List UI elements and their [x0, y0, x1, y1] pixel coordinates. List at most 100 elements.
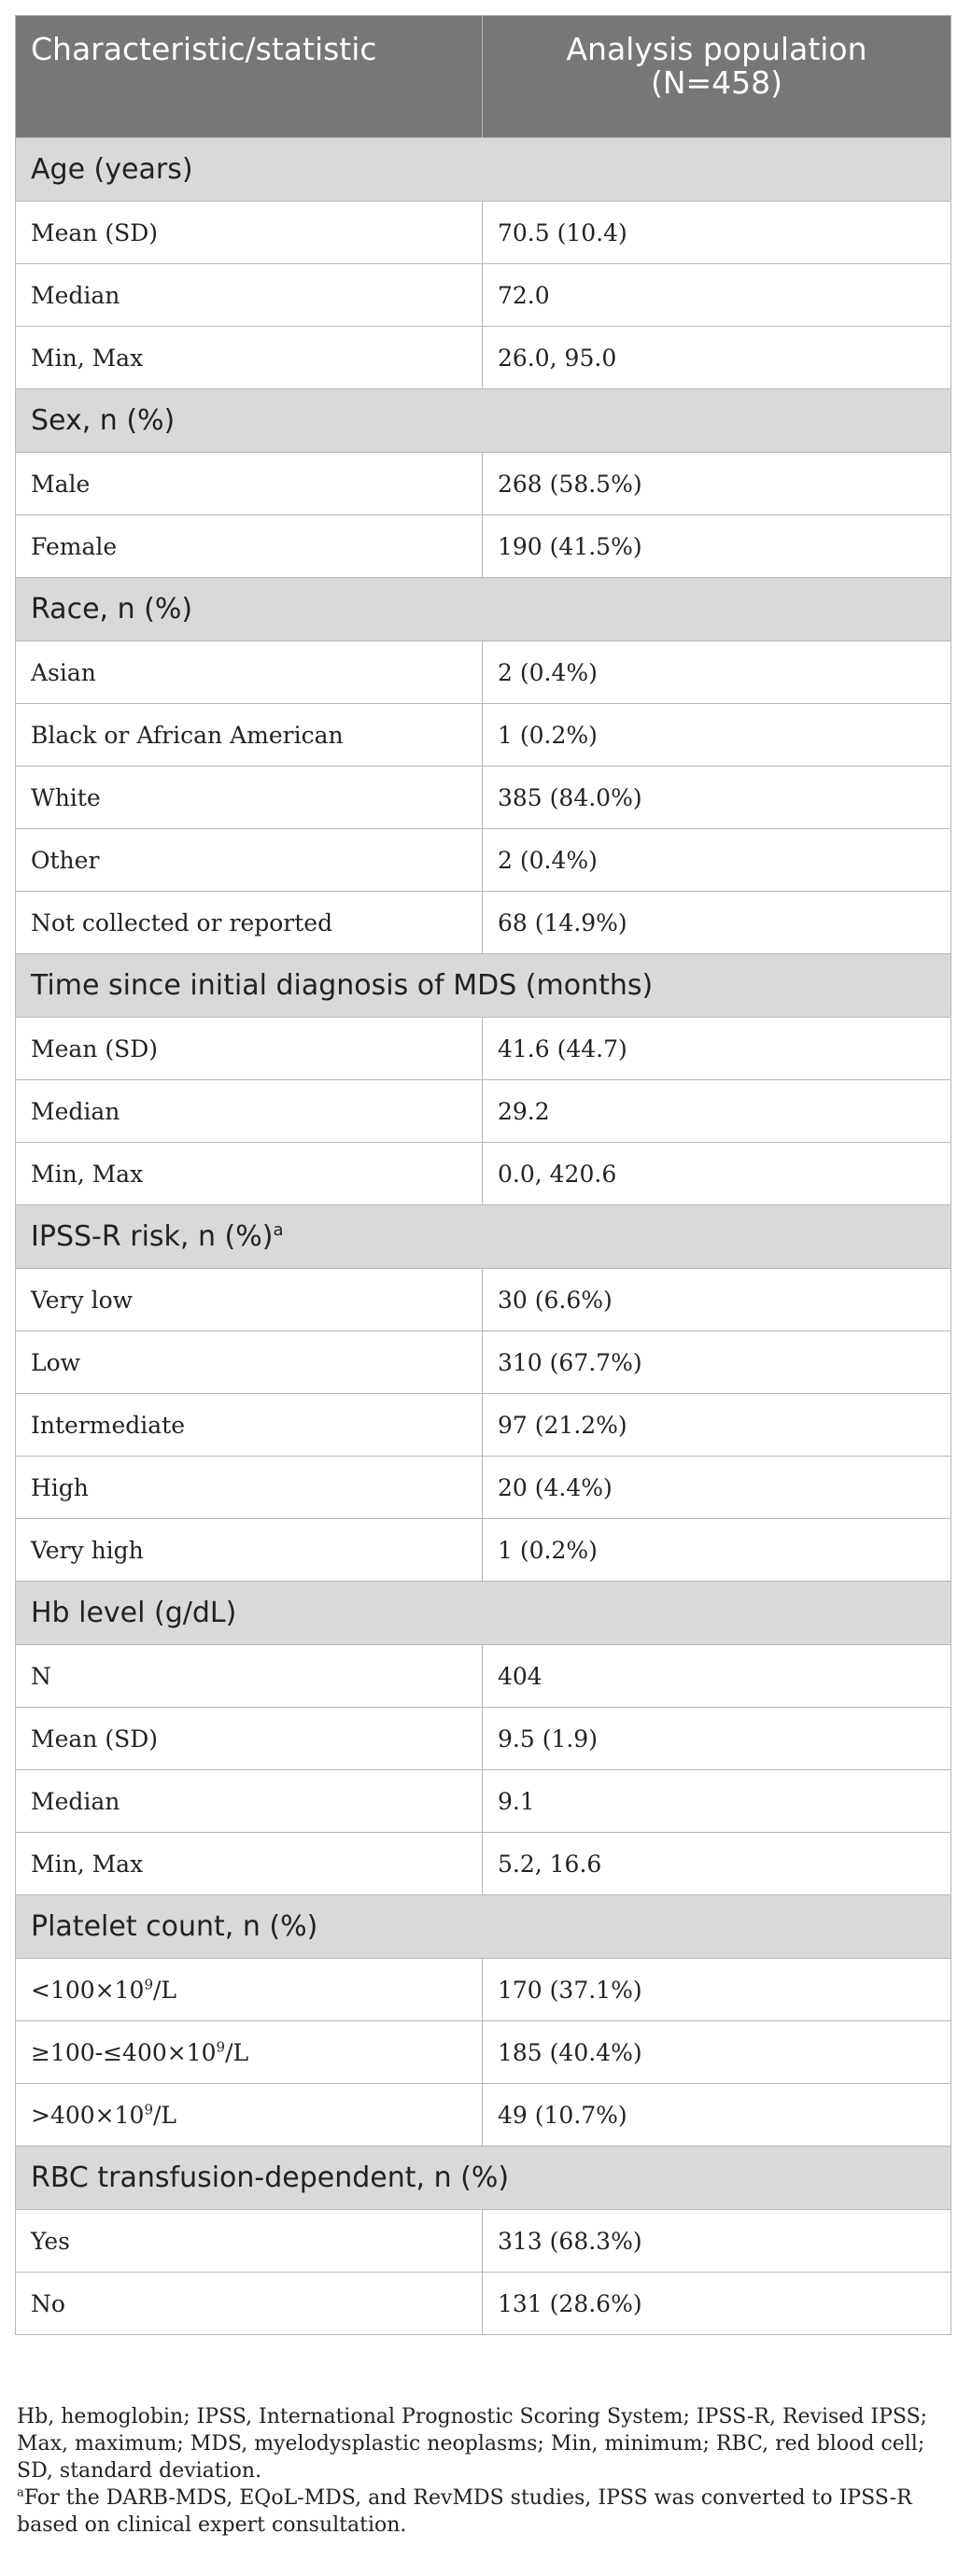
- section-title-footnote-marker: a: [273, 1220, 284, 1240]
- row-label-text: N: [31, 1662, 51, 1690]
- row-label-text: White: [31, 783, 101, 811]
- row-value: 404: [482, 1644, 951, 1708]
- row-value: 170 (37.1%): [482, 1958, 951, 2021]
- row-value: 385 (84.0%): [482, 766, 951, 829]
- row-value: 49 (10.7%): [482, 2083, 951, 2147]
- section-title: Sex, n (%): [15, 388, 951, 453]
- row-label-text: High: [31, 1473, 89, 1501]
- row-value: 70.5 (10.4): [482, 201, 951, 264]
- row-label: Min, Max: [15, 326, 483, 389]
- row-value: 68 (14.9%): [482, 891, 951, 954]
- table-row: Very low 30 (6.6%): [15, 1268, 951, 1331]
- section-header-row: Race, n (%): [15, 577, 951, 641]
- row-label: Other: [15, 828, 483, 892]
- row-label-text: Female: [31, 532, 118, 560]
- row-value: 313 (68.3%): [482, 2209, 951, 2273]
- row-label-text: Not collected or reported: [31, 908, 333, 936]
- row-label: <100×109/L: [15, 1958, 483, 2021]
- row-label-text: No: [31, 2289, 65, 2317]
- header-analysis-population: Analysis population (N=458): [482, 15, 951, 138]
- table-row: >400×109/L 49 (10.7%): [15, 2083, 951, 2147]
- row-value: 29.2: [482, 1079, 951, 1143]
- row-label-text: Male: [31, 470, 91, 498]
- row-label: Very high: [15, 1518, 483, 1582]
- row-label: Mean (SD): [15, 201, 483, 264]
- table-row: Mean (SD) 41.6 (44.7): [15, 1017, 951, 1080]
- table-row: Min, Max 5.2, 16.6: [15, 1832, 951, 1895]
- table-row: Intermediate 97 (21.2%): [15, 1393, 951, 1457]
- section-title: Race, n (%): [15, 577, 951, 641]
- section-title: Time since initial diagnosis of MDS (mon…: [15, 953, 951, 1018]
- section-header-row: Age (years): [15, 137, 951, 202]
- row-label-text: Intermediate: [31, 1411, 186, 1439]
- section-header-row: Sex, n (%): [15, 388, 951, 453]
- row-label-text: Very low: [31, 1286, 134, 1314]
- section-title-text: Sex, n (%): [31, 404, 176, 437]
- row-value: 310 (67.7%): [482, 1330, 951, 1394]
- row-value: 97 (21.2%): [482, 1393, 951, 1457]
- row-value: 131 (28.6%): [482, 2272, 951, 2335]
- row-label: Female: [15, 514, 483, 578]
- row-value: 1 (0.2%): [482, 1518, 951, 1582]
- table-footnotes: Hb, hemoglobin; IPSS, International Prog…: [17, 2403, 941, 2539]
- table-row: White 385 (84.0%): [15, 766, 951, 829]
- table-row: No 131 (28.6%): [15, 2272, 951, 2335]
- section-title-text: Platelet count, n (%): [31, 1910, 318, 1943]
- row-label-text: Yes: [31, 2227, 70, 2255]
- row-label-unit: /L: [225, 2038, 249, 2066]
- table-row: Asian 2 (0.4%): [15, 640, 951, 704]
- row-label: Min, Max: [15, 1832, 483, 1895]
- table-row: High 20 (4.4%): [15, 1456, 951, 1519]
- table-row: Median 29.2: [15, 1079, 951, 1143]
- header-analysis-population-n: (N=458): [650, 64, 783, 101]
- row-label-superscript: 9: [144, 1976, 153, 1993]
- row-label: Median: [15, 263, 483, 327]
- table-row: Male 268 (58.5%): [15, 452, 951, 515]
- row-label: Yes: [15, 2209, 483, 2273]
- section-title: IPSS-R risk, n (%)a: [15, 1204, 951, 1269]
- row-label: Black or African American: [15, 703, 483, 767]
- row-value: 2 (0.4%): [482, 828, 951, 892]
- row-value: 9.5 (1.9): [482, 1707, 951, 1770]
- section-header-row: Time since initial diagnosis of MDS (mon…: [15, 953, 951, 1018]
- table-row: Very high 1 (0.2%): [15, 1518, 951, 1582]
- row-label-text: Median: [31, 1097, 120, 1125]
- row-label-text: Low: [31, 1348, 81, 1376]
- row-label: Male: [15, 452, 483, 515]
- row-value: 185 (40.4%): [482, 2020, 951, 2084]
- table-row: <100×109/L 170 (37.1%): [15, 1958, 951, 2021]
- row-label: Median: [15, 1079, 483, 1143]
- section-title-text: Age (years): [31, 153, 193, 186]
- section-title-text: Time since initial diagnosis of MDS (mon…: [31, 969, 654, 1002]
- row-label: Intermediate: [15, 1393, 483, 1457]
- row-label-text: Min, Max: [31, 1160, 144, 1188]
- footnote-a-marker: a: [17, 2485, 24, 2500]
- row-label: Low: [15, 1330, 483, 1394]
- table-row: Yes 313 (68.3%): [15, 2209, 951, 2273]
- section-title: RBC transfusion-dependent, n (%): [15, 2146, 951, 2210]
- row-label-text: Mean (SD): [31, 1724, 159, 1753]
- row-label: Mean (SD): [15, 1707, 483, 1770]
- row-label: White: [15, 766, 483, 829]
- row-value: 190 (41.5%): [482, 514, 951, 578]
- row-value: 2 (0.4%): [482, 640, 951, 704]
- row-label: High: [15, 1456, 483, 1519]
- table-row: Min, Max 0.0, 420.6: [15, 1142, 951, 1205]
- row-label-unit: /L: [152, 2101, 177, 2129]
- table-header-row: Characteristic/statistic Analysis popula…: [15, 15, 951, 138]
- row-value: 268 (58.5%): [482, 452, 951, 515]
- row-label-text: Median: [31, 1787, 120, 1815]
- row-label-text: Mean (SD): [31, 218, 159, 246]
- baseline-characteristics-table: Characteristic/statistic Analysis popula…: [15, 15, 951, 2335]
- row-label: Asian: [15, 640, 483, 704]
- row-label-superscript: 9: [144, 2101, 153, 2119]
- row-value: 41.6 (44.7): [482, 1017, 951, 1080]
- section-title-text: RBC transfusion-dependent, n (%): [31, 2161, 510, 2194]
- row-value: 30 (6.6%): [482, 1268, 951, 1331]
- row-label: Mean (SD): [15, 1017, 483, 1080]
- table-row: ≥100-≤400×109/L 185 (40.4%): [15, 2020, 951, 2084]
- row-label-text: <100×10: [31, 1976, 145, 2004]
- row-label-superscript: 9: [216, 2038, 226, 2056]
- table-row: Low 310 (67.7%): [15, 1330, 951, 1394]
- header-analysis-population-line1: Analysis population: [566, 31, 867, 67]
